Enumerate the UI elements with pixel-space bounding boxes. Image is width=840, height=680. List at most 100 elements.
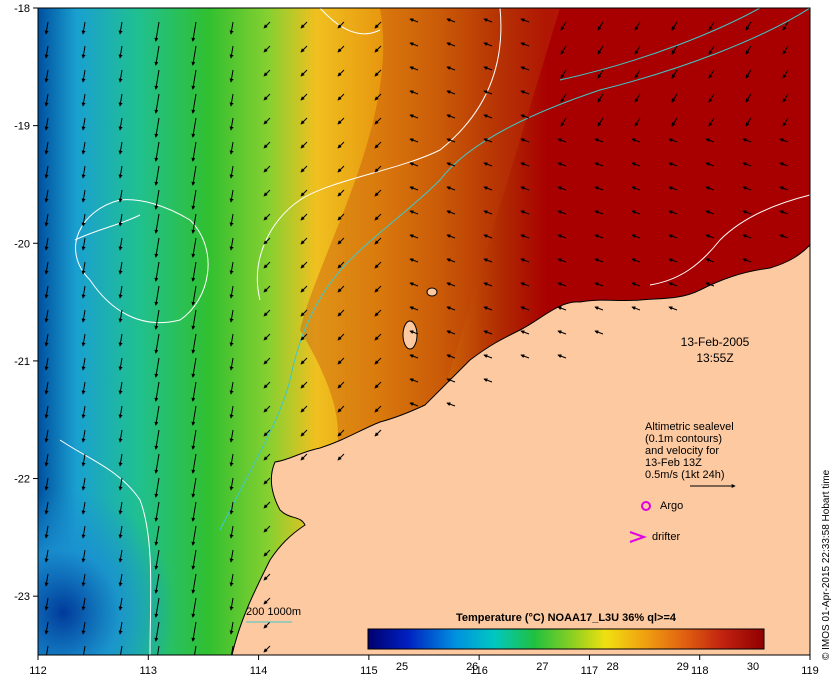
velocity-arrow: [374, 69, 382, 77]
island: [402, 320, 418, 350]
velocity-arrow: [229, 285, 234, 299]
velocity-arrow: [631, 210, 641, 215]
velocity-arrow: [708, 117, 715, 127]
velocity-arrow: [118, 405, 123, 419]
velocity-arrow: [154, 21, 160, 42]
velocity-arrow: [597, 45, 604, 55]
velocity-arrow: [520, 210, 530, 215]
velocity-arrow: [156, 645, 160, 655]
velocity-arrow: [782, 93, 789, 103]
velocity-arrow: [446, 210, 456, 215]
velocity-arrow: [337, 357, 345, 365]
velocity-arrow: [191, 45, 197, 66]
velocity-arrow: [483, 258, 493, 263]
velocity-arrow: [557, 330, 567, 335]
velocity-arrow: [594, 258, 604, 263]
velocity-arrow: [409, 42, 419, 47]
velocity-arrow: [631, 234, 641, 239]
velocity-arrow: [594, 282, 604, 287]
velocity-arrow: [118, 117, 123, 131]
velocity-arrow: [520, 282, 530, 287]
velocity-arrow: [594, 234, 604, 239]
velocity-arrow: [745, 93, 752, 103]
velocity-arrow: [191, 573, 197, 594]
y-tick-label: -21: [14, 356, 30, 368]
velocity-arrow: [446, 162, 456, 167]
velocity-arrow: [81, 45, 86, 59]
velocity-arrow: [44, 285, 49, 299]
velocity-arrow: [154, 381, 160, 402]
velocity-arrow: [44, 453, 49, 467]
velocity-arrow: [81, 477, 86, 491]
velocity-arrow: [191, 477, 197, 498]
velocity-arrow: [742, 210, 752, 215]
velocity-arrow: [409, 138, 419, 143]
velocity-arrow: [300, 45, 308, 53]
velocity-arrow: [671, 21, 678, 31]
velocity-arrow: [44, 21, 49, 35]
velocity-arrow: [81, 141, 86, 155]
velocity-arrow: [263, 429, 271, 437]
velocity-arrow: [44, 621, 49, 635]
velocity-arrow: [263, 309, 271, 317]
velocity-arrow: [263, 357, 271, 365]
velocity-arrow: [191, 333, 197, 354]
velocity-arrow: [229, 237, 234, 251]
velocity-arrow: [44, 429, 49, 443]
velocity-arrow: [337, 69, 345, 77]
velocity-arrow: [118, 141, 123, 155]
velocity-arrow: [631, 186, 641, 191]
velocity-arrow: [631, 162, 641, 167]
velocity-arrow: [154, 69, 160, 90]
velocity-arrow: [446, 18, 456, 23]
velocity-arrow: [520, 186, 530, 191]
time-label: 13:55Z: [696, 351, 733, 365]
velocity-arrow: [263, 645, 271, 653]
velocity-arrow: [446, 378, 456, 383]
velocity-arrow: [337, 381, 345, 389]
velocity-arrow: [44, 213, 49, 227]
velocity-arrow: [705, 258, 715, 263]
velocity-arrow: [337, 261, 345, 269]
velocity-arrow: [483, 90, 493, 95]
velocity-arrow: [81, 237, 86, 251]
velocity-arrow: [44, 597, 49, 611]
velocity-arrow: [154, 45, 160, 66]
velocity-arrow: [118, 285, 123, 299]
velocity-arrow: [44, 501, 49, 515]
velocity-arrow: [374, 213, 382, 221]
velocity-arrow: [81, 309, 86, 323]
altimetry-legend: Altimetric sealevel (0.1m contours) and …: [629, 421, 736, 543]
velocity-arrow: [118, 645, 123, 655]
velocity-arrow: [44, 93, 49, 107]
velocity-arrow: [263, 117, 271, 125]
velocity-arrow: [81, 645, 86, 655]
velocity-arrow: [634, 117, 641, 127]
velocity-arrow: [118, 45, 123, 59]
velocity-arrow: [409, 282, 419, 287]
velocity-arrow: [409, 258, 419, 263]
velocity-arrow: [483, 138, 493, 143]
velocity-arrow: [374, 357, 382, 365]
velocity-arrow: [374, 93, 382, 101]
velocity-arrow: [118, 93, 123, 107]
velocity-arrow: [409, 186, 419, 191]
velocity-arrow: [708, 45, 715, 55]
velocity-arrow: [81, 405, 86, 419]
velocity-arrows: [44, 18, 789, 655]
x-tick-label: 119: [801, 665, 819, 677]
velocity-arrow: [263, 93, 271, 101]
velocity-arrow: [520, 138, 530, 143]
isobaths: [219, 8, 810, 531]
x-tick-label: 113: [140, 665, 158, 677]
velocity-arrow: [520, 114, 530, 119]
velocity-arrow: [560, 45, 567, 55]
velocity-arrow: [374, 117, 382, 125]
y-tick-label: -22: [14, 474, 30, 486]
y-axis: -18 -19 -20 -21 -22 -23: [14, 3, 38, 603]
velocity-arrow: [300, 261, 308, 269]
velocity-arrow: [229, 165, 234, 179]
svg-text:Argo: Argo: [660, 500, 683, 512]
velocity-arrow: [446, 186, 456, 191]
